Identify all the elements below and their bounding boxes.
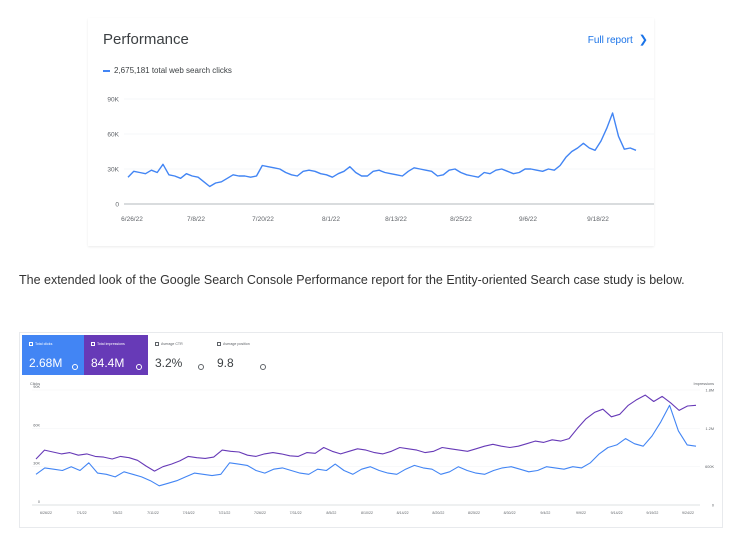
x-tick-label: 7/11/22 (147, 511, 159, 515)
legend-text: 2,675,181 total web search clicks (114, 66, 232, 75)
left-axis-title: Clicks (30, 382, 40, 386)
x-tick-label: 8/14/22 (397, 511, 409, 515)
x-tick-label: 7/26/22 (254, 511, 266, 515)
x-tick-label: 9/6/22 (519, 216, 537, 223)
y-right-tick-label: 1.8M (706, 389, 714, 393)
help-circle-icon[interactable] (136, 364, 142, 370)
checkbox-unchecked-icon[interactable] (217, 342, 221, 346)
y-left-tick-label: 0 (38, 500, 40, 504)
tile-total-clicks[interactable]: Total clicks 2.68M (22, 335, 84, 375)
y-left-tick-label: 90K (33, 385, 40, 389)
x-tick-label: 6/26/22 (121, 216, 143, 223)
x-tick-label: 9/9/22 (576, 511, 586, 515)
tile-label: Total impressions (97, 342, 125, 346)
tile-label-row: Average CTR (155, 342, 183, 346)
x-tick-label: 8/25/22 (468, 511, 480, 515)
checkbox-unchecked-icon[interactable] (155, 342, 159, 346)
tile-label: Average CTR (161, 342, 183, 346)
y-right-tick-label: 1.2M (706, 427, 714, 431)
description-paragraph: The extended look of the Google Search C… (19, 273, 685, 287)
tile-average-ctr[interactable]: Average CTR 3.2% (148, 335, 211, 375)
help-circle-icon[interactable] (260, 364, 266, 370)
series-line-clicks (127, 112, 637, 188)
x-tick-label: 7/16/22 (183, 511, 195, 515)
performance-card: Performance Full report ❯ 2,675,181 total… (88, 18, 654, 246)
full-report-link[interactable]: Full report ❯ (588, 33, 648, 46)
legend-swatch (103, 69, 110, 72)
tile-value: 3.2% (155, 356, 183, 370)
chart-legend: 2,675,181 total web search clicks (103, 66, 232, 75)
x-tick-label: 8/30/22 (504, 511, 516, 515)
x-tick-label: 7/8/22 (187, 216, 205, 223)
x-tick-label: 7/1/22 (77, 511, 87, 515)
right-axis-title: Impressions (694, 382, 715, 386)
x-tick-label: 8/5/22 (326, 511, 336, 515)
help-circle-icon[interactable] (198, 364, 204, 370)
full-report-label: Full report (587, 35, 633, 46)
tile-value: 2.68M (29, 356, 63, 370)
y-right-tick-label: 600K (705, 465, 714, 469)
x-tick-label: 8/20/22 (432, 511, 444, 515)
x-tick-label: 9/14/22 (611, 511, 623, 515)
checkbox-checked-icon[interactable] (91, 342, 95, 346)
help-circle-icon[interactable] (72, 364, 78, 370)
x-tick-label: 8/13/22 (385, 216, 407, 223)
tile-label: Average position (223, 342, 250, 346)
clicks-chart: 0 30K 60K 90K 6/26/22 7/8/22 7/20/22 8/1/22 8/13… (107, 97, 654, 223)
x-tick-label: 7/6/22 (112, 511, 122, 515)
y-tick-label: 90K (107, 97, 119, 104)
tile-label-row: Average position (217, 342, 250, 346)
x-tick-label: 9/24/22 (682, 511, 694, 515)
y-tick-label: 0 (115, 202, 119, 209)
x-tick-label: 7/21/22 (218, 511, 230, 515)
x-tick-label: 9/18/22 (587, 216, 609, 223)
card-title: Performance (103, 31, 189, 48)
tile-label: Total clicks (35, 342, 53, 346)
tile-average-position[interactable]: Average position 9.8 (210, 335, 272, 375)
x-tick-label: 8/1/22 (322, 216, 340, 223)
y-tick-label: 60K (107, 132, 119, 139)
x-tick-label: 6/26/22 (40, 511, 52, 515)
x-tick-label: 7/31/22 (290, 511, 302, 515)
chevron-right-icon: ❯ (638, 34, 648, 46)
tile-label-row: Total impressions (91, 342, 125, 346)
series-line-impressions (35, 394, 697, 472)
x-tick-label: 9/19/22 (646, 511, 658, 515)
x-tick-label: 8/10/22 (361, 511, 373, 515)
checkbox-checked-icon[interactable] (29, 342, 33, 346)
tile-total-impressions[interactable]: Total impressions 84.4M (84, 335, 148, 375)
y-left-tick-label: 60K (33, 423, 40, 427)
extended-performance-card: Total clicks 2.68M Total impressions 84.… (19, 332, 723, 528)
x-tick-label: 7/20/22 (252, 216, 274, 223)
y-left-tick-label: 30K (33, 462, 40, 466)
tile-value: 9.8 (217, 356, 234, 370)
tile-label-row: Total clicks (29, 342, 52, 346)
y-tick-label: 30K (107, 167, 119, 174)
y-right-tick-label: 0 (712, 504, 714, 508)
series-line-clicks (35, 404, 697, 487)
x-tick-label: 9/4/22 (540, 511, 550, 515)
clicks-impressions-chart: Clicks Impressions 0 30K 60K 90K 0 600K 1.2M 1.8M… (30, 382, 715, 515)
tile-value: 84.4M (91, 356, 125, 370)
x-tick-label: 8/25/22 (450, 216, 472, 223)
